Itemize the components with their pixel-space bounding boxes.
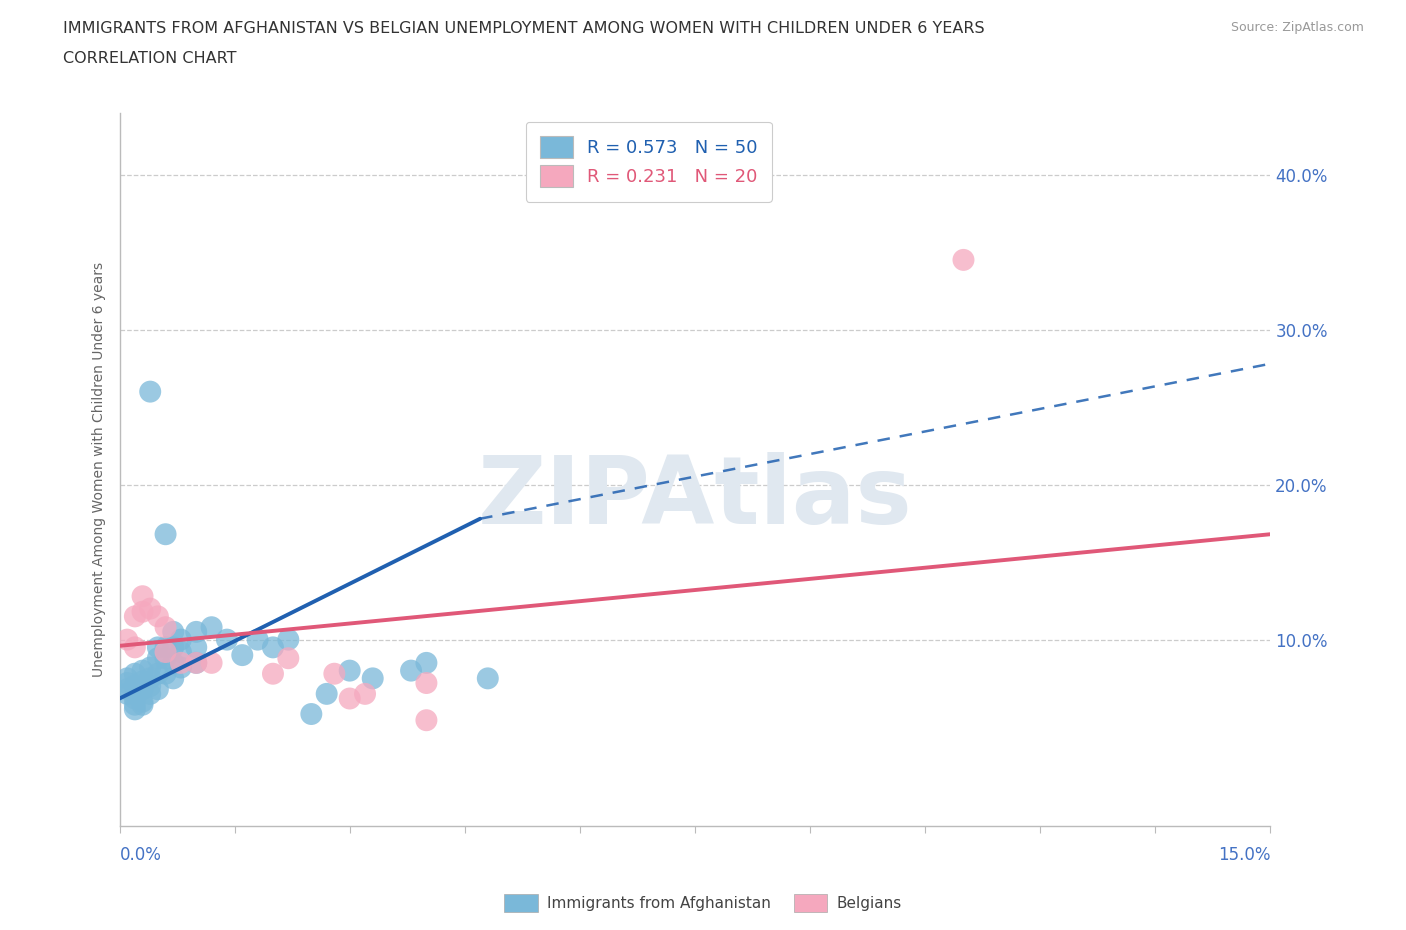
- Point: [115, 686, 138, 701]
- Point: [162, 624, 184, 639]
- Point: [200, 619, 222, 634]
- Point: [186, 656, 208, 671]
- Point: [339, 691, 361, 706]
- Point: [415, 656, 437, 671]
- Point: [170, 632, 193, 647]
- Point: [124, 640, 146, 655]
- Point: [339, 663, 361, 678]
- Point: [952, 252, 974, 267]
- Point: [131, 604, 153, 619]
- Point: [277, 651, 299, 666]
- Point: [124, 679, 146, 694]
- Point: [124, 666, 146, 681]
- Point: [354, 686, 377, 701]
- Point: [139, 660, 162, 675]
- Point: [146, 651, 169, 666]
- Point: [162, 640, 184, 655]
- Point: [131, 698, 153, 712]
- Point: [115, 675, 138, 690]
- Point: [131, 694, 153, 709]
- Text: Source: ZipAtlas.com: Source: ZipAtlas.com: [1230, 21, 1364, 34]
- Point: [124, 691, 146, 706]
- Point: [124, 698, 146, 712]
- Text: CORRELATION CHART: CORRELATION CHART: [63, 51, 236, 66]
- Point: [186, 656, 208, 671]
- Point: [162, 671, 184, 685]
- Point: [277, 632, 299, 647]
- Point: [146, 640, 169, 655]
- Point: [146, 666, 169, 681]
- Point: [246, 632, 269, 647]
- Point: [155, 644, 177, 659]
- Point: [262, 640, 284, 655]
- Point: [131, 682, 153, 697]
- Point: [124, 702, 146, 717]
- Legend: Immigrants from Afghanistan, Belgians: Immigrants from Afghanistan, Belgians: [498, 888, 908, 918]
- Point: [131, 674, 153, 689]
- Y-axis label: Unemployment Among Women with Children Under 6 years: Unemployment Among Women with Children U…: [93, 261, 107, 677]
- Text: IMMIGRANTS FROM AFGHANISTAN VS BELGIAN UNEMPLOYMENT AMONG WOMEN WITH CHILDREN UN: IMMIGRANTS FROM AFGHANISTAN VS BELGIAN U…: [63, 21, 984, 36]
- Point: [139, 671, 162, 685]
- Point: [186, 624, 208, 639]
- Point: [231, 647, 253, 662]
- Point: [415, 675, 437, 690]
- Point: [139, 686, 162, 701]
- Point: [131, 589, 153, 604]
- Point: [131, 663, 153, 678]
- Point: [170, 644, 193, 659]
- Point: [361, 671, 384, 685]
- Point: [146, 682, 169, 697]
- Point: [162, 656, 184, 671]
- Point: [155, 651, 177, 666]
- Point: [262, 666, 284, 681]
- Point: [170, 660, 193, 675]
- Point: [139, 384, 162, 399]
- Point: [146, 609, 169, 624]
- Point: [200, 656, 222, 671]
- Point: [155, 619, 177, 634]
- Point: [323, 666, 346, 681]
- Point: [477, 671, 499, 685]
- Point: [115, 632, 138, 647]
- Point: [215, 632, 238, 647]
- Legend: R = 0.573   N = 50, R = 0.231   N = 20: R = 0.573 N = 50, R = 0.231 N = 20: [526, 122, 772, 202]
- Point: [186, 640, 208, 655]
- Point: [299, 707, 322, 722]
- Point: [315, 686, 337, 701]
- Text: 0.0%: 0.0%: [120, 845, 162, 864]
- Point: [170, 656, 193, 671]
- Text: 15.0%: 15.0%: [1218, 845, 1271, 864]
- Point: [115, 671, 138, 685]
- Point: [155, 526, 177, 541]
- Point: [139, 679, 162, 694]
- Point: [415, 712, 437, 727]
- Point: [115, 682, 138, 697]
- Point: [124, 609, 146, 624]
- Point: [399, 663, 422, 678]
- Text: ZIPAtlas: ZIPAtlas: [478, 452, 912, 544]
- Point: [139, 601, 162, 616]
- Point: [155, 666, 177, 681]
- Point: [155, 640, 177, 655]
